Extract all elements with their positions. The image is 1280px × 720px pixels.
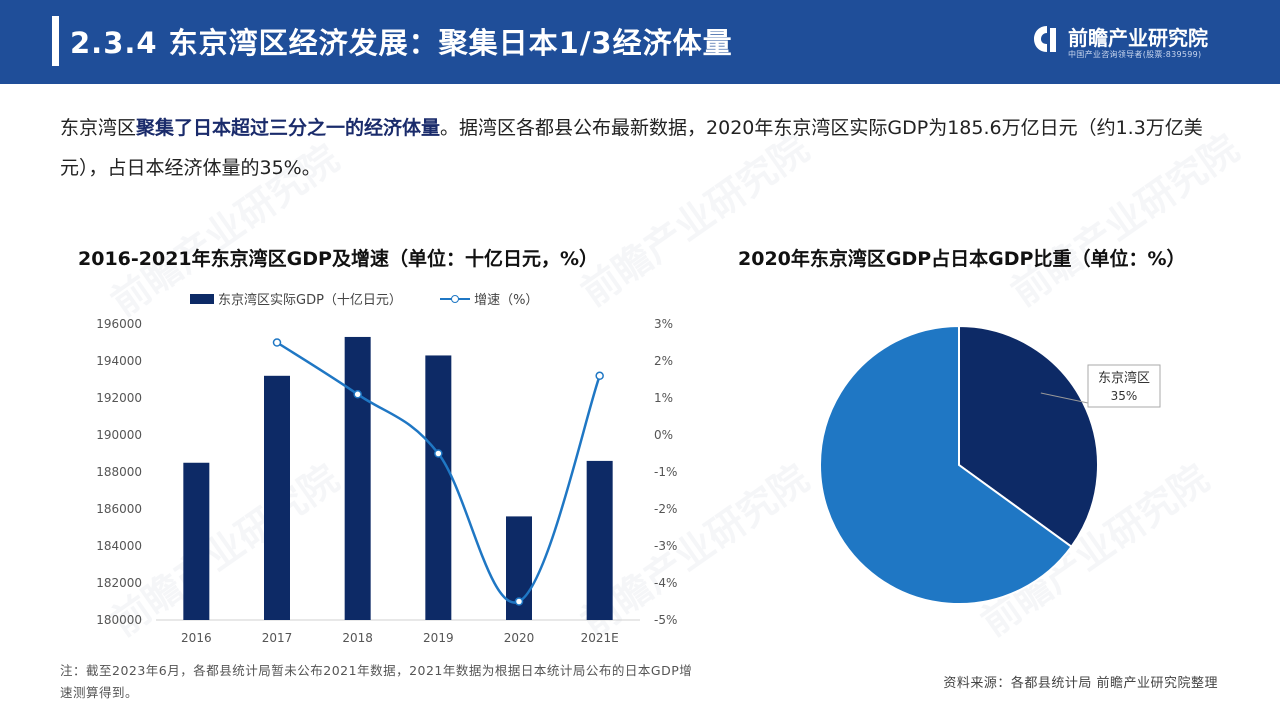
y-left-tick-label: 188000 bbox=[96, 465, 142, 479]
source-note: 资料来源：各都县统计局 前瞻产业研究院整理 bbox=[943, 676, 1218, 691]
y-right-tick-label: -1% bbox=[654, 465, 677, 479]
gdp-bar bbox=[344, 336, 371, 620]
y-left-tick-label: 186000 bbox=[96, 502, 142, 516]
y-left-tick-label: 192000 bbox=[96, 391, 142, 405]
growth-rate-point bbox=[595, 371, 604, 381]
bar-chart-legend: 东京湾区实际GDP（十亿日元） 增速（%） bbox=[190, 289, 538, 309]
gdp-bar bbox=[183, 462, 210, 620]
x-tick-label: 2021E bbox=[581, 631, 619, 645]
intro-text: 东京湾区 bbox=[60, 117, 137, 139]
y-left-tick-label: 182000 bbox=[96, 576, 142, 590]
pie-label-name: 东京湾区 bbox=[1098, 370, 1150, 386]
x-tick-label: 2020 bbox=[504, 631, 535, 645]
gdp-bar bbox=[264, 375, 290, 620]
gdp-bar bbox=[425, 355, 452, 620]
y-left-tick-label: 194000 bbox=[96, 354, 142, 368]
legend-line-swatch bbox=[440, 294, 471, 304]
x-tick-label: 2016 bbox=[181, 631, 212, 645]
x-tick-label: 2018 bbox=[342, 631, 373, 645]
bar-chart-title: 2016-2021年东京湾区GDP及增速（单位：十亿日元，%） bbox=[78, 248, 598, 270]
y-right-tick-label: -2% bbox=[654, 502, 677, 516]
pie-label-box bbox=[1087, 364, 1161, 408]
y-right-tick-label: -5% bbox=[654, 613, 677, 627]
y-right-tick-label: 1% bbox=[654, 391, 673, 405]
x-tick-label: 2019 bbox=[423, 631, 454, 645]
intro-highlight: 聚集了日本超过三分之一的经济体量 bbox=[136, 117, 441, 139]
brand-tagline: 中国产业咨询领导者(股票:839599) bbox=[1068, 50, 1202, 59]
gdp-share-pie-chart: 东京湾区 35% bbox=[819, 324, 1161, 605]
intro-text: 。据湾区各都县公布最新数据，2020年东京湾区实际GDP为185.6万亿日元（约… bbox=[60, 117, 1203, 179]
pie-label-leader bbox=[1040, 392, 1089, 404]
y-right-tick-label: -4% bbox=[654, 576, 677, 590]
y-right-tick-label: 2% bbox=[654, 354, 673, 368]
y-left-tick-label: 190000 bbox=[96, 428, 142, 442]
legend-bar-swatch bbox=[190, 293, 214, 304]
legend-line-label: 增速（%） bbox=[474, 293, 539, 308]
pie-chart-title: 2020年东京湾区GDP占日本GDP比重（单位：%） bbox=[738, 248, 1186, 270]
footnote: 注：截至2023年6月，各都县统计局暂未公布2021年数据，2021年数据为根据… bbox=[60, 663, 693, 700]
page-title: 2.3.4 东京湾区经济发展：聚集日本1/3经济体量 bbox=[70, 26, 733, 60]
y-left-tick-label: 184000 bbox=[96, 539, 142, 553]
y-right-tick-label: -3% bbox=[654, 539, 677, 553]
intro-paragraph: 东京湾区聚集了日本超过三分之一的经济体量。据湾区各都县公布最新数据，2020年东… bbox=[60, 108, 1230, 188]
pie-label-value: 35% bbox=[1111, 389, 1138, 403]
pie-slice bbox=[819, 324, 1073, 605]
gdp-bar bbox=[586, 460, 613, 620]
growth-rate-point bbox=[353, 390, 362, 399]
gdp-bar-line-chart: 180000 182000 184000 186000 188000 190000 1920… bbox=[96, 317, 677, 645]
brand-logo: 前瞻产业研究院 中国产业咨询领导者(股票:839599) bbox=[1032, 22, 1232, 66]
y-left-tick-label: 180000 bbox=[96, 613, 142, 627]
legend-bar-label: 东京湾区实际GDP（十亿日元） bbox=[218, 293, 402, 308]
header-bar: 2.3.4 东京湾区经济发展：聚集日本1/3经济体量 前瞻产业研究院 中国产业咨… bbox=[0, 0, 1280, 84]
brand-logo-icon bbox=[1034, 26, 1056, 52]
growth-rate-point bbox=[514, 597, 524, 606]
growth-rate-point bbox=[272, 338, 282, 347]
x-tick-label: 2017 bbox=[262, 631, 293, 645]
growth-rate-line bbox=[276, 341, 601, 604]
y-right-tick-label: 3% bbox=[654, 317, 673, 331]
y-left-tick-label: 196000 bbox=[96, 317, 142, 331]
title-accent-bar bbox=[52, 16, 59, 66]
growth-rate-point bbox=[434, 449, 443, 458]
y-right-tick-label: 0% bbox=[654, 428, 673, 442]
brand-name: 前瞻产业研究院 bbox=[1068, 26, 1208, 50]
